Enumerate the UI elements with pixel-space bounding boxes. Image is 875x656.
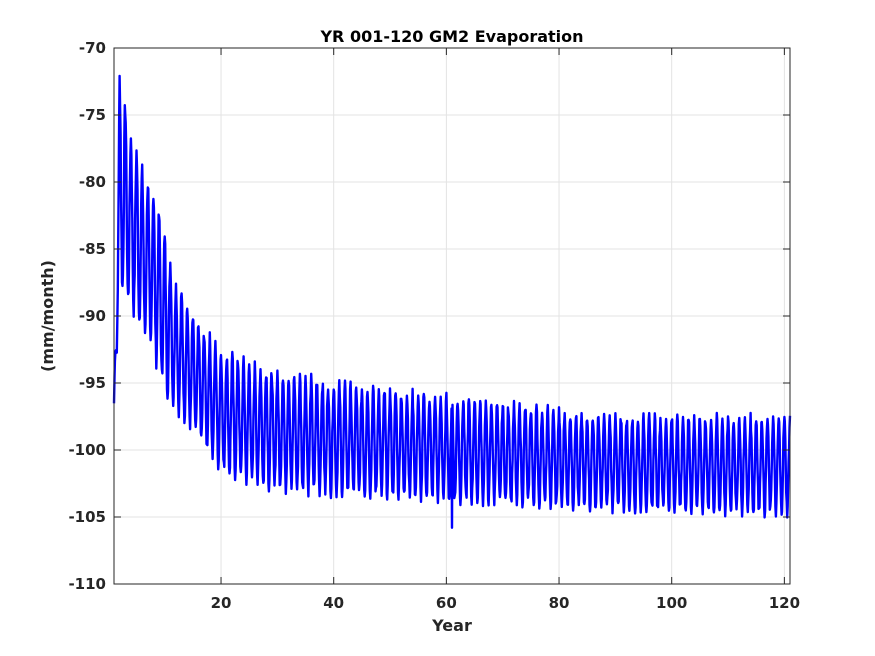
x-tick-label: 100 <box>656 594 687 612</box>
evaporation-series-line <box>112 74 792 529</box>
y-axis-title: (mm/month) <box>38 260 57 372</box>
y-tick-label: -80 <box>79 173 106 191</box>
y-tick-label: -105 <box>68 508 106 526</box>
x-tick-labels: 20 40 60 80 100 120 <box>211 594 800 612</box>
y-tick-label: -75 <box>79 106 106 124</box>
chart-title: YR 001-120 GM2 Evaporation <box>319 27 583 46</box>
series-line <box>112 74 792 529</box>
x-tick-label: 60 <box>436 594 457 612</box>
y-tick-label: -95 <box>79 374 106 392</box>
x-tick-label: 20 <box>211 594 232 612</box>
x-tick-label: 120 <box>769 594 800 612</box>
y-tick-label: -110 <box>68 575 106 593</box>
x-axis-title: Year <box>431 616 472 635</box>
y-tick-label: -85 <box>79 240 106 258</box>
y-tick-labels: -110 -105 -100 -95 -90 -85 -80 -75 -70 <box>68 39 106 593</box>
y-tick-label: -90 <box>79 307 106 325</box>
axis-ticks <box>114 47 790 585</box>
y-tick-label: -70 <box>79 39 106 57</box>
x-tick-label: 40 <box>323 594 344 612</box>
x-tick-label: 80 <box>549 594 570 612</box>
y-tick-label: -100 <box>68 441 106 459</box>
